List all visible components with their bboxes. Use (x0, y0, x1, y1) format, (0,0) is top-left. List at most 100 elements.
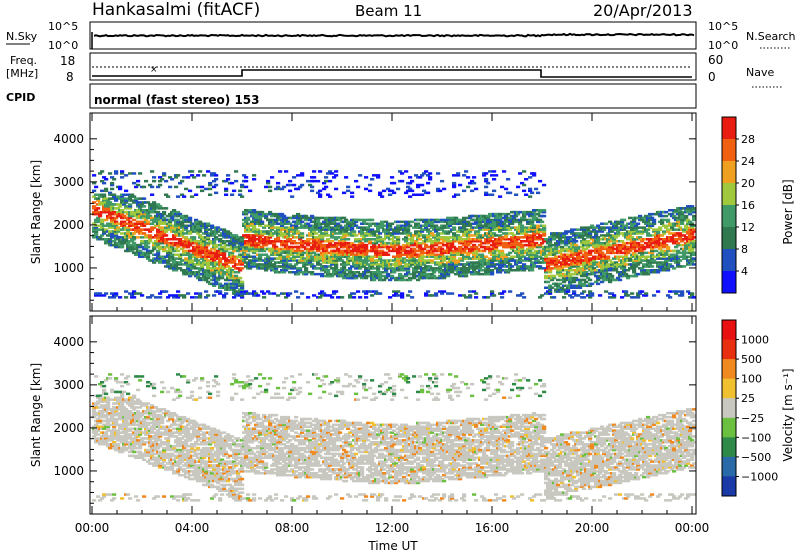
power-cell (474, 267, 479, 270)
power-cell (610, 245, 615, 249)
power-cell (148, 296, 153, 299)
power-cell (194, 193, 199, 196)
power-cell (312, 179, 317, 183)
power-cell (232, 296, 237, 299)
power-cell (492, 294, 497, 297)
power-cell (294, 224, 299, 227)
power-cell (114, 234, 119, 237)
power-cell (238, 193, 243, 196)
power-cell (564, 240, 569, 243)
power-cell (240, 290, 245, 293)
power-cell (562, 265, 567, 268)
power-cell (466, 185, 471, 189)
power-cell (532, 172, 537, 175)
power-cell (352, 232, 357, 235)
power-cell (488, 230, 493, 233)
power-cell (354, 179, 359, 183)
power-cell (424, 224, 429, 227)
power-cell (534, 187, 539, 191)
power-cell (376, 234, 381, 237)
power-cell (232, 278, 237, 282)
power-cell (274, 212, 279, 216)
power-cell (228, 284, 233, 287)
power-cell (252, 261, 257, 264)
power-cell (314, 224, 319, 227)
power-cell (492, 178, 497, 181)
power-cell (452, 218, 457, 222)
power-cell (560, 278, 565, 282)
power-cell (378, 236, 383, 239)
power-cell (188, 218, 193, 222)
power-cell (218, 257, 223, 260)
power-cell (258, 218, 263, 222)
power-cell (206, 259, 211, 262)
power-cell (362, 228, 367, 231)
power-cell (244, 230, 249, 233)
power-cell (582, 261, 587, 264)
power-cell (364, 187, 369, 191)
power-cell (346, 238, 351, 241)
power-cell (512, 259, 517, 262)
power-cell (278, 230, 283, 233)
power-cell (218, 234, 223, 237)
power-cell (470, 234, 475, 237)
power-cell (560, 249, 565, 253)
power-cell (552, 238, 557, 241)
power-cell (584, 259, 589, 262)
power-cell (126, 241, 131, 245)
power-cell (552, 253, 557, 256)
power-cell (270, 214, 275, 218)
power-cell (128, 224, 133, 227)
power-cell (274, 245, 279, 249)
power-cell (194, 292, 199, 295)
power-cell (124, 240, 129, 243)
power-cell (152, 218, 157, 222)
power-cell (338, 232, 343, 235)
power-cell (210, 269, 215, 272)
power-cell (302, 251, 307, 255)
power-cell (452, 255, 457, 258)
power-cell (306, 247, 311, 251)
power-cell (122, 203, 127, 206)
power-cell (474, 220, 479, 224)
power-cell (600, 245, 605, 249)
power-cell (274, 214, 279, 218)
power-cell (240, 249, 245, 253)
power-cell (268, 212, 273, 216)
power-cell (334, 272, 339, 276)
power-cell (406, 222, 411, 225)
power-cell (326, 269, 331, 272)
power-cell (504, 238, 509, 241)
power-cell (548, 284, 553, 287)
power-cell (498, 267, 503, 270)
power-cell (386, 230, 391, 233)
power-cell (160, 178, 165, 181)
power-cell (92, 181, 97, 185)
power-cell (98, 195, 103, 198)
power-cell (130, 249, 135, 253)
power-cell (440, 241, 445, 245)
power-cell (350, 253, 355, 256)
power-cell (562, 276, 567, 280)
power-cell (162, 212, 167, 216)
power-cell (150, 222, 155, 225)
power-cell (478, 240, 483, 243)
power-cell (516, 212, 521, 216)
power-cell (518, 294, 523, 297)
power-cell (486, 245, 491, 249)
power-cell (196, 271, 201, 274)
power-cell (196, 259, 201, 262)
power-cell (514, 241, 519, 245)
power-cell (370, 265, 375, 268)
power-cell (166, 253, 171, 256)
power-cell (504, 228, 509, 231)
power-cell (294, 228, 299, 231)
power-cell (350, 271, 355, 274)
power-cell (448, 220, 453, 224)
power-cell (206, 170, 211, 173)
power-cell (486, 228, 491, 231)
power-cell (526, 230, 531, 233)
power-cell (222, 267, 227, 270)
power-cell (108, 241, 113, 245)
power-cell (362, 259, 367, 262)
